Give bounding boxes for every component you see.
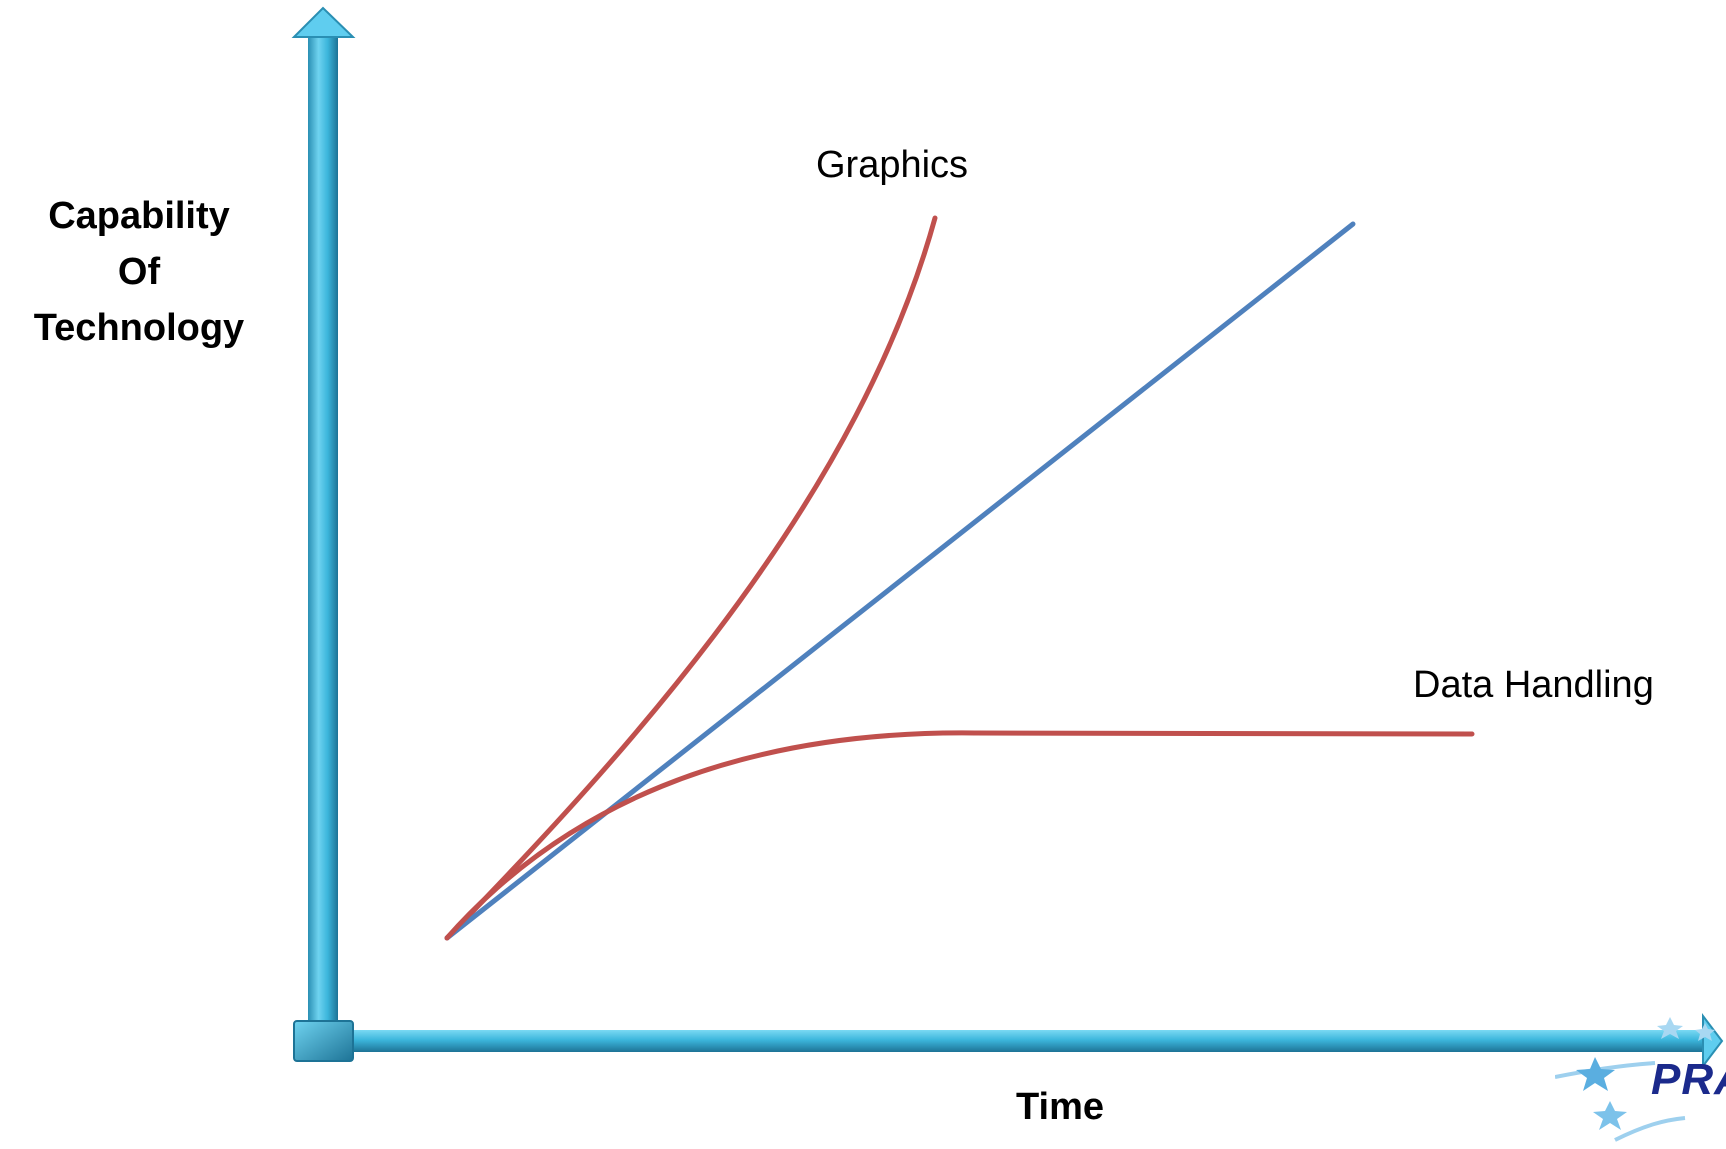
data-handling-curve	[444, 730, 1475, 941]
logo-text: PRA	[1651, 1055, 1726, 1104]
data-handling-label: Data Handling	[1413, 664, 1654, 706]
axis-origin-block	[293, 1020, 354, 1062]
y-axis-arrow	[291, 6, 356, 1056]
y-axis-title: Capability Of Technology	[33, 195, 245, 349]
x-axis-title: Time	[1015, 1086, 1104, 1128]
x-axis-arrow	[350, 1013, 1724, 1069]
graphics-label: Graphics	[816, 144, 969, 186]
pra-logo: PRA	[1555, 1015, 1726, 1144]
baseline-line	[444, 221, 1356, 941]
star-swoosh-logo-icon	[1555, 1017, 1715, 1142]
graphics-curve	[444, 215, 938, 941]
